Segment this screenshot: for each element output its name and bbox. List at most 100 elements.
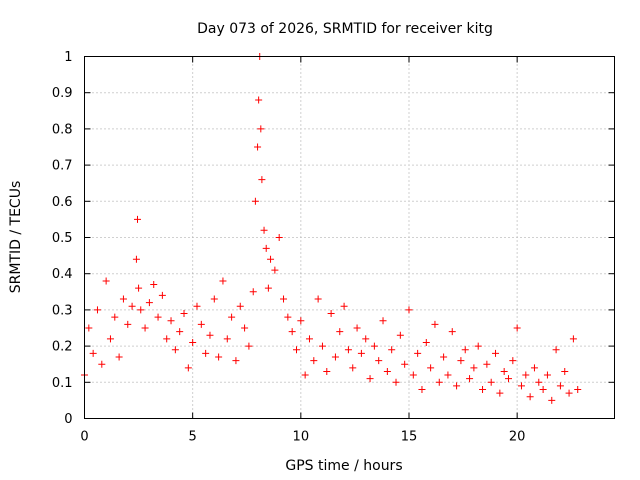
data-point <box>115 353 123 361</box>
data-point <box>93 306 101 314</box>
data-point <box>176 328 184 336</box>
data-point <box>487 378 495 386</box>
data-point <box>189 338 197 346</box>
data-point <box>543 371 551 379</box>
data-point <box>288 328 296 336</box>
data-point <box>245 342 253 350</box>
chart-title: Day 073 of 2026, SRMTID for receiver kit… <box>197 21 493 37</box>
data-point <box>184 364 192 372</box>
data-point <box>409 371 417 379</box>
data-point <box>301 371 309 379</box>
data-point <box>150 281 158 289</box>
x-tick-label: 10 <box>293 430 310 445</box>
data-point <box>565 389 573 397</box>
data-point <box>284 313 292 321</box>
y-tick-label: 0.1 <box>52 376 73 391</box>
data-point <box>223 335 231 343</box>
data-point <box>305 335 313 343</box>
y-axis-label: SRMTID / TECUs <box>8 181 24 294</box>
data-point <box>258 176 266 184</box>
data-point <box>314 295 322 303</box>
data-point <box>561 367 569 375</box>
data-point <box>251 197 259 205</box>
data-point <box>392 378 400 386</box>
y-tick-label: 0.8 <box>52 122 73 137</box>
y-tick-label: 0.4 <box>52 267 73 282</box>
data-point <box>496 389 504 397</box>
data-points <box>81 53 582 404</box>
data-point <box>500 367 508 375</box>
y-tick-label: 1 <box>64 50 72 65</box>
data-point <box>124 320 132 328</box>
x-tick-label: 20 <box>509 430 526 445</box>
data-point <box>111 313 119 321</box>
data-point <box>98 360 106 368</box>
data-point <box>254 143 262 151</box>
data-point <box>427 364 435 372</box>
data-point <box>134 215 141 223</box>
data-point <box>466 375 474 383</box>
data-point <box>513 324 521 332</box>
data-point <box>135 284 143 292</box>
data-point <box>206 331 214 339</box>
data-point <box>448 328 456 336</box>
data-point <box>530 364 538 372</box>
data-point <box>119 295 127 303</box>
data-point <box>331 353 339 361</box>
data-point <box>215 353 223 361</box>
data-point <box>267 255 275 263</box>
data-point <box>453 382 461 390</box>
data-point <box>474 342 482 350</box>
y-tick-label: 0.9 <box>52 86 73 101</box>
y-tick-label: 0.5 <box>52 231 73 246</box>
data-point <box>444 371 452 379</box>
data-point <box>262 244 270 252</box>
data-point <box>479 386 487 394</box>
data-point <box>375 357 383 365</box>
data-point <box>483 360 491 368</box>
data-point <box>85 324 93 332</box>
data-point <box>236 302 244 310</box>
data-point <box>349 364 357 372</box>
data-point <box>297 317 305 325</box>
data-point <box>197 320 205 328</box>
data-point <box>167 317 175 325</box>
data-point <box>193 302 201 310</box>
data-point <box>548 396 556 404</box>
data-point <box>357 349 365 357</box>
data-point <box>435 378 443 386</box>
data-point <box>517 382 525 390</box>
data-point <box>132 255 140 263</box>
data-point <box>106 335 114 343</box>
data-point <box>574 386 582 394</box>
data-point <box>569 335 577 343</box>
axis-ticks: 00.10.20.30.40.50.60.70.80.910 5 10 15 20 <box>52 50 615 445</box>
data-point <box>383 367 391 375</box>
data-point <box>145 299 153 307</box>
data-point <box>128 302 136 310</box>
data-point <box>264 284 272 292</box>
y-tick-label: 0.3 <box>52 303 73 318</box>
data-point <box>539 386 547 394</box>
x-tick-label: 15 <box>401 430 418 445</box>
data-point <box>171 346 179 354</box>
data-point <box>535 378 543 386</box>
data-point <box>422 338 430 346</box>
data-point <box>154 313 162 321</box>
data-point <box>431 320 439 328</box>
data-point <box>275 234 283 241</box>
data-point <box>526 393 534 401</box>
data-point <box>219 277 227 285</box>
data-point <box>228 313 236 321</box>
data-point <box>388 346 396 354</box>
data-point <box>470 364 478 372</box>
data-point <box>522 371 530 379</box>
data-point <box>336 328 344 336</box>
data-point <box>89 349 97 357</box>
data-point <box>158 291 166 299</box>
data-point <box>370 342 378 350</box>
grid-lines <box>84 56 615 419</box>
data-point <box>552 346 560 354</box>
